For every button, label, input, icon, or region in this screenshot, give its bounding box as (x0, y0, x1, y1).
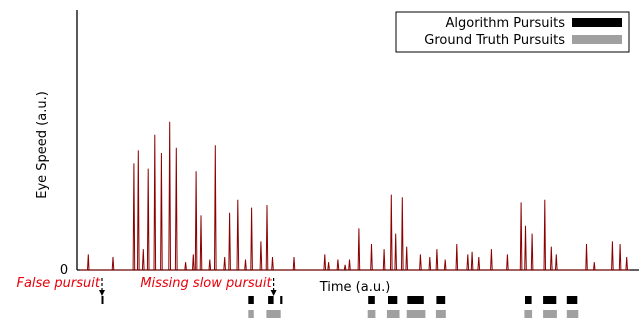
algorithm-pursuit-segment-4 (368, 296, 375, 304)
eye-speed-signal (80, 121, 630, 271)
annotation-label-0: False pursuit (16, 276, 100, 291)
algorithm-pursuit-segment-7 (436, 296, 446, 304)
ground-truth-pursuit-segment-3 (386, 310, 400, 318)
legend-swatch-ground-truth (572, 35, 622, 44)
legend: Algorithm Pursuits Ground Truth Pursuits (395, 11, 630, 53)
algorithm-pursuit-segment-0 (101, 296, 104, 304)
annotation-label-1: Missing slow pursuit (140, 276, 272, 291)
algorithm-pursuit-segment-1 (248, 296, 254, 304)
y-tick-label-zero: 0 (60, 263, 68, 278)
ground-truth-pursuit-segment-2 (367, 310, 376, 318)
legend-swatch-algorithm (572, 18, 622, 27)
annotation-arrowhead-0 (99, 290, 105, 296)
algorithm-pursuit-segment-2 (268, 296, 274, 304)
algorithm-pursuit-segment-10 (566, 296, 578, 304)
ground-truth-pursuit-segment-6 (524, 310, 533, 318)
x-axis-title: Time (a.u.) (319, 280, 391, 295)
annotation-arrowhead-1 (270, 290, 277, 296)
algorithm-pursuit-segment-8 (525, 296, 532, 304)
ground-truth-pursuit-segment-4 (406, 310, 426, 318)
algorithm-pursuit-segment-9 (543, 296, 557, 304)
algorithm-pursuit-segment-6 (407, 296, 424, 304)
legend-label-algorithm: Algorithm Pursuits (446, 16, 566, 31)
algorithm-pursuits (101, 296, 578, 304)
ground-truth-pursuit-segment-8 (566, 310, 579, 318)
algorithm-pursuit-segment-5 (388, 296, 398, 304)
algorithm-pursuit-segment-3 (280, 296, 283, 304)
ground-truth-pursuit-segment-5 (435, 310, 446, 318)
annotations: False pursuit Missing slow pursuit (16, 276, 277, 296)
ground-truth-pursuits (248, 310, 579, 318)
ground-truth-pursuit-segment-1 (266, 310, 281, 318)
legend-label-ground-truth: Ground Truth Pursuits (424, 33, 565, 48)
ground-truth-pursuit-segment-7 (543, 310, 557, 318)
y-axis-title: Eye Speed (a.u.) (35, 91, 50, 199)
ground-truth-pursuit-segment-0 (248, 310, 254, 318)
